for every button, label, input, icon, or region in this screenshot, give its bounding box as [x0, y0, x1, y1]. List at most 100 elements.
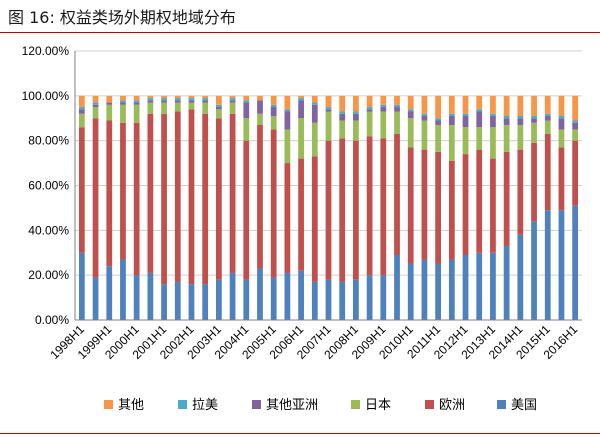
bar-其他 — [544, 95, 551, 114]
bar-stack-2010H2 — [421, 95, 428, 320]
legend-label: 其他亚洲 — [266, 398, 318, 413]
bar-stack-2010H1 — [407, 95, 414, 320]
bar-stack-2000H2 — [147, 95, 154, 320]
bar-日本 — [106, 104, 113, 121]
bar-其他亚洲 — [133, 102, 140, 105]
bar-其他亚洲 — [270, 107, 277, 117]
bar-欧洲 — [92, 118, 99, 278]
bar-拉美 — [421, 113, 428, 117]
bar-美国 — [435, 263, 441, 320]
bar-其他亚洲 — [476, 111, 483, 128]
bar-日本 — [353, 120, 359, 141]
legend-label: 美国 — [511, 398, 537, 413]
legend-label: 日本 — [365, 398, 391, 413]
bar-日本 — [78, 113, 85, 128]
bar-拉美 — [229, 98, 236, 101]
bar-拉美 — [161, 98, 167, 101]
bar-欧洲 — [366, 136, 373, 276]
bar-其他 — [339, 95, 346, 112]
bar-日本 — [243, 118, 250, 141]
bar-日本 — [311, 122, 318, 157]
bar-其他亚洲 — [558, 118, 565, 130]
bar-欧洲 — [202, 113, 209, 285]
bar-拉美 — [572, 120, 579, 123]
bar-其他 — [257, 95, 263, 101]
bar-stack-2013H1 — [490, 95, 496, 320]
bar-拉美 — [544, 113, 551, 117]
bar-美国 — [216, 279, 222, 320]
bar-拉美 — [202, 98, 209, 101]
legend-item-拉美: 拉美 — [178, 398, 218, 413]
bar-日本 — [503, 124, 510, 152]
bar-日本 — [229, 102, 236, 114]
bar-欧洲 — [188, 109, 195, 285]
bar-美国 — [325, 279, 332, 320]
bar-日本 — [216, 109, 222, 119]
bar-stack-2001H1 — [161, 95, 167, 320]
bar-欧洲 — [435, 151, 441, 264]
bar-日本 — [490, 127, 496, 159]
bottom-rule — [0, 433, 600, 434]
bar-拉美 — [448, 113, 455, 117]
bar-欧洲 — [476, 149, 483, 253]
title-rule — [0, 32, 600, 33]
bar-其他亚洲 — [490, 116, 496, 128]
bar-美国 — [257, 268, 263, 320]
bar-日本 — [366, 111, 373, 137]
bar-其他亚洲 — [106, 102, 113, 105]
bar-stack-2006H2 — [311, 95, 318, 320]
bar-日本 — [325, 111, 332, 141]
bar-其他 — [147, 95, 154, 99]
bar-其他亚洲 — [120, 102, 126, 105]
bar-拉美 — [380, 104, 387, 108]
legend-swatch — [178, 400, 187, 409]
bar-拉美 — [120, 100, 126, 103]
bar-其他亚洲 — [531, 118, 537, 123]
y-tick-label: 20.00% — [28, 268, 69, 282]
legend-swatch — [104, 400, 113, 409]
bar-日本 — [517, 124, 524, 150]
bar-stack-2003H1 — [216, 95, 222, 320]
bar-欧洲 — [133, 122, 140, 276]
bar-美国 — [92, 277, 99, 320]
bar-美国 — [133, 275, 140, 320]
legend-item-其他亚洲: 其他亚洲 — [252, 398, 318, 413]
bar-stack-2001H2 — [174, 95, 181, 320]
bar-欧洲 — [339, 138, 346, 282]
bar-stack-1998H1 — [78, 95, 85, 320]
axes — [74, 51, 582, 321]
bar-日本 — [572, 129, 579, 141]
bar-日本 — [407, 118, 414, 148]
bar-欧洲 — [407, 147, 414, 264]
bar-stack-2012H1 — [462, 95, 469, 320]
bar-stack-2016H1 — [572, 95, 579, 320]
bar-stack-2015H1 — [544, 95, 551, 320]
bar-欧洲 — [517, 149, 524, 235]
bar-拉美 — [490, 113, 496, 117]
bar-stack-1998H2 — [92, 95, 99, 320]
bar-其他亚洲 — [517, 118, 524, 125]
bar-欧洲 — [544, 133, 551, 211]
bar-其他亚洲 — [298, 100, 304, 119]
bar-stack-2000H1 — [133, 95, 140, 320]
bar-stack-2015H2 — [558, 95, 565, 320]
bar-其他 — [448, 95, 455, 114]
bar-美国 — [353, 279, 359, 320]
bar-拉美 — [325, 107, 332, 110]
bars — [78, 95, 579, 320]
bar-拉美 — [133, 100, 140, 103]
bar-其他 — [503, 95, 510, 117]
bar-日本 — [147, 102, 154, 114]
y-tick-label: 120.00% — [22, 44, 70, 58]
bar-其他 — [243, 95, 250, 101]
bar-其他亚洲 — [366, 109, 373, 112]
bar-stack-2005H1 — [270, 95, 277, 320]
legend-label: 拉美 — [192, 398, 218, 413]
bar-欧洲 — [284, 163, 291, 273]
bar-其他 — [462, 95, 469, 114]
bar-美国 — [270, 277, 277, 320]
bar-其他 — [311, 95, 318, 103]
bar-欧洲 — [448, 160, 455, 260]
bar-stack-2004H1 — [243, 95, 250, 320]
